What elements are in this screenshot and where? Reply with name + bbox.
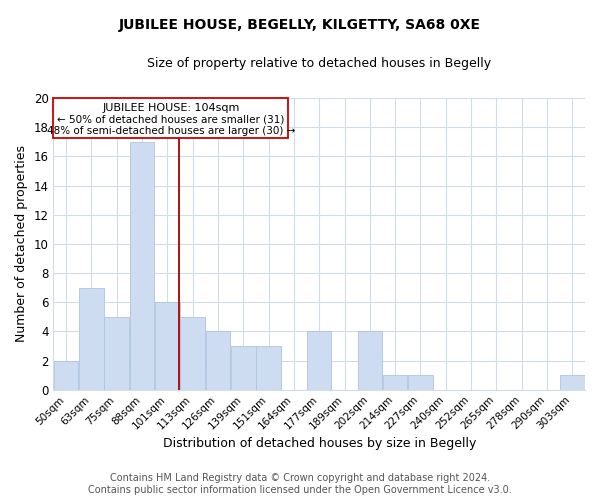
FancyBboxPatch shape — [53, 98, 289, 138]
Text: 48% of semi-detached houses are larger (30) →: 48% of semi-detached houses are larger (… — [47, 126, 295, 136]
Text: JUBILEE HOUSE, BEGELLY, KILGETTY, SA68 0XE: JUBILEE HOUSE, BEGELLY, KILGETTY, SA68 0… — [119, 18, 481, 32]
Bar — [358, 332, 382, 390]
Bar — [383, 375, 407, 390]
Y-axis label: Number of detached properties: Number of detached properties — [15, 146, 28, 342]
Bar — [231, 346, 256, 390]
Bar — [181, 317, 205, 390]
Bar — [79, 288, 104, 390]
Text: JUBILEE HOUSE: 104sqm: JUBILEE HOUSE: 104sqm — [102, 102, 239, 113]
Text: ← 50% of detached houses are smaller (31): ← 50% of detached houses are smaller (31… — [57, 114, 284, 124]
Bar — [206, 332, 230, 390]
Text: Contains HM Land Registry data © Crown copyright and database right 2024.
Contai: Contains HM Land Registry data © Crown c… — [88, 474, 512, 495]
Bar — [54, 360, 79, 390]
Bar — [256, 346, 281, 390]
Title: Size of property relative to detached houses in Begelly: Size of property relative to detached ho… — [147, 58, 491, 70]
Bar — [104, 317, 129, 390]
Bar — [155, 302, 179, 390]
X-axis label: Distribution of detached houses by size in Begelly: Distribution of detached houses by size … — [163, 437, 476, 450]
Bar — [307, 332, 331, 390]
Bar — [560, 375, 584, 390]
Bar — [130, 142, 154, 390]
Bar — [408, 375, 433, 390]
